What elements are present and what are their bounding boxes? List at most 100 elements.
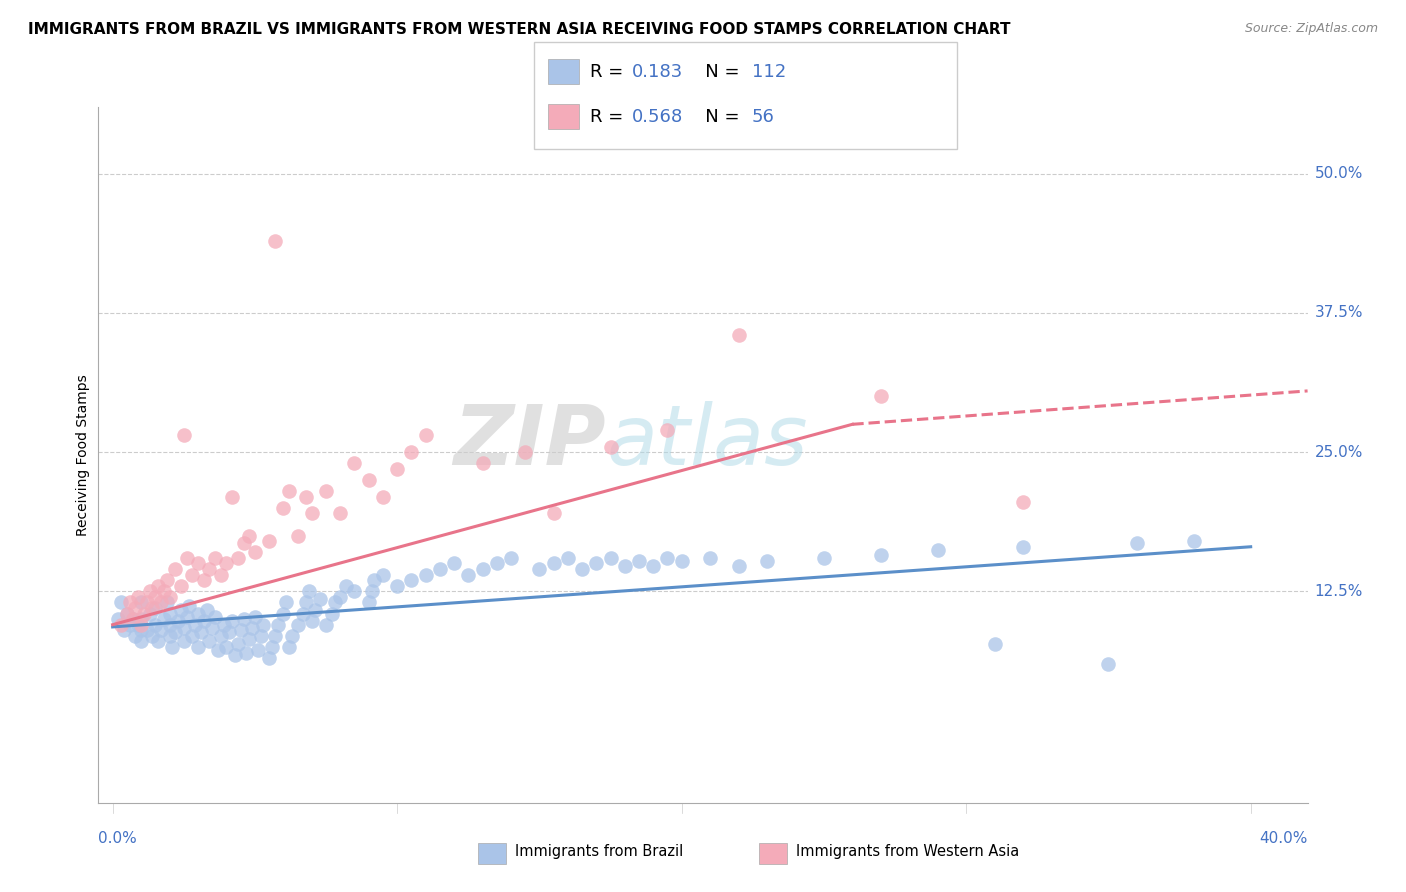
Point (181, 629, 204, 643)
Point (1012, 495, 1035, 509)
Point (1182, 534, 1205, 549)
Point (150, 624, 173, 638)
Point (127, 617, 149, 632)
Point (869, 548, 891, 562)
Point (371, 490, 394, 504)
Point (156, 595, 179, 609)
Point (232, 612, 254, 626)
Point (129, 624, 152, 638)
Point (204, 610, 226, 624)
Point (207, 643, 229, 657)
Point (238, 528, 260, 542)
Point (263, 629, 285, 643)
Point (195, 603, 218, 617)
Point (281, 629, 304, 643)
Point (141, 629, 163, 643)
Point (121, 612, 143, 626)
Point (190, 625, 212, 640)
Point (173, 634, 195, 648)
Point (110, 617, 132, 632)
Point (699, 550, 721, 565)
Point (643, 558, 665, 573)
Point (132, 607, 155, 621)
Point (301, 507, 323, 521)
Point (363, 573, 385, 587)
Point (295, 490, 318, 504)
Point (159, 590, 181, 604)
Text: 0.568: 0.568 (633, 108, 683, 126)
Point (756, 554, 779, 568)
Point (138, 584, 160, 599)
Point (273, 500, 295, 515)
Point (118, 617, 141, 632)
Point (143, 590, 166, 604)
Point (127, 590, 149, 604)
Point (401, 573, 423, 587)
Point (176, 550, 198, 565)
Point (471, 562, 494, 576)
Point (115, 607, 138, 621)
Point (1012, 540, 1035, 554)
Point (385, 579, 408, 593)
Text: R =: R = (591, 62, 628, 80)
Point (457, 567, 479, 582)
Point (613, 558, 636, 573)
Point (153, 612, 176, 626)
Point (298, 584, 321, 599)
Text: 0.183: 0.183 (633, 62, 683, 80)
Point (315, 484, 337, 499)
Point (238, 632, 260, 647)
Point (226, 637, 249, 651)
Point (118, 595, 141, 609)
Point (813, 550, 835, 565)
Point (141, 601, 163, 615)
Point (209, 629, 232, 643)
Text: 25.0%: 25.0% (1315, 444, 1362, 459)
Text: 112: 112 (752, 62, 786, 80)
Point (257, 651, 280, 665)
Point (143, 601, 166, 615)
Point (471, 456, 494, 470)
Point (159, 607, 181, 621)
Point (599, 550, 621, 565)
Point (557, 550, 579, 565)
Text: N =: N = (689, 62, 745, 80)
Point (657, 550, 679, 565)
Point (198, 634, 221, 648)
Point (243, 545, 266, 559)
Point (173, 621, 195, 635)
Point (257, 534, 280, 549)
Point (224, 648, 246, 662)
Point (335, 579, 357, 593)
Point (371, 567, 394, 582)
Point (170, 603, 193, 617)
Text: 0.0%: 0.0% (98, 830, 138, 846)
Point (1097, 657, 1119, 671)
Point (235, 646, 257, 660)
Point (543, 557, 565, 571)
Point (869, 389, 891, 403)
Point (135, 624, 157, 638)
Point (240, 621, 263, 635)
Point (124, 601, 146, 615)
Point (162, 640, 184, 654)
Point (983, 637, 1005, 651)
Text: N =: N = (689, 108, 745, 126)
Point (112, 624, 135, 638)
Point (138, 607, 160, 621)
Point (187, 557, 209, 571)
Point (129, 634, 152, 648)
Point (543, 507, 565, 521)
Point (315, 617, 337, 632)
Point (499, 550, 522, 565)
Point (343, 456, 366, 470)
Point (215, 557, 238, 571)
Point (273, 607, 295, 621)
Point (165, 562, 187, 576)
Point (110, 595, 132, 609)
Point (193, 573, 215, 587)
Point (198, 562, 221, 576)
Point (129, 617, 152, 632)
Point (401, 445, 423, 459)
Text: 12.5%: 12.5% (1315, 583, 1362, 599)
